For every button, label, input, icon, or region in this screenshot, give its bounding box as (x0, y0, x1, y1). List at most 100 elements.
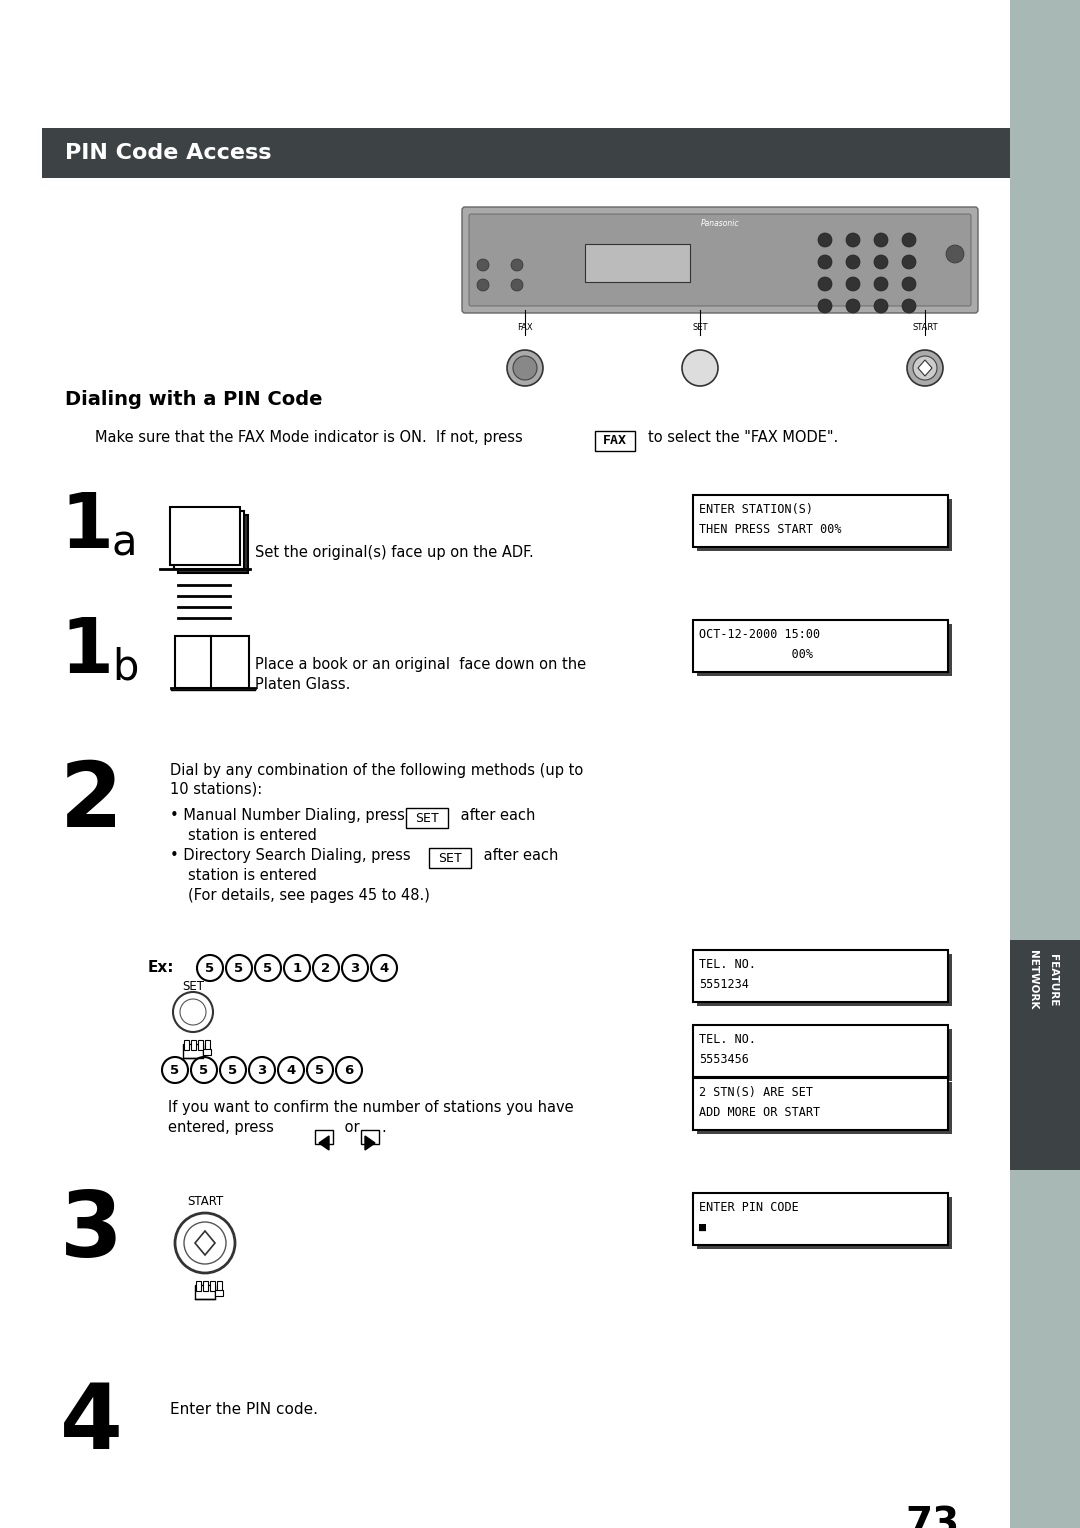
Text: If you want to confirm the number of stations you have: If you want to confirm the number of sta… (168, 1100, 573, 1115)
Text: 5: 5 (200, 1063, 208, 1077)
Circle shape (846, 299, 860, 313)
Text: to select the "FAX MODE".: to select the "FAX MODE". (648, 429, 838, 445)
Text: ■: ■ (699, 1221, 706, 1235)
Text: b: b (112, 646, 138, 689)
Bar (697, 953, 951, 1005)
Text: 5: 5 (315, 1063, 325, 1077)
Text: 5: 5 (205, 961, 215, 975)
Circle shape (902, 255, 916, 269)
Text: SET: SET (438, 851, 462, 865)
Circle shape (511, 280, 523, 290)
Text: START: START (187, 1195, 224, 1209)
Text: Make sure that the FAX Mode indicator is ON.  If not, press: Make sure that the FAX Mode indicator is… (95, 429, 523, 445)
Bar (693, 620, 948, 672)
Bar (1010, 940, 1080, 1170)
Polygon shape (195, 1232, 215, 1254)
Bar (203, 1280, 208, 1291)
FancyBboxPatch shape (406, 808, 448, 828)
Circle shape (220, 1057, 246, 1083)
Text: 5: 5 (234, 961, 244, 975)
Bar (693, 1025, 948, 1077)
Bar (697, 1028, 951, 1080)
Circle shape (372, 955, 397, 981)
FancyBboxPatch shape (429, 848, 471, 868)
Text: 2 STN(S) ARE SET: 2 STN(S) ARE SET (699, 1086, 813, 1099)
Text: 5: 5 (264, 961, 272, 975)
Circle shape (818, 232, 832, 248)
Text: 2: 2 (322, 961, 330, 975)
Text: Dialing with a PIN Code: Dialing with a PIN Code (65, 390, 323, 410)
Bar (183, 1044, 203, 1057)
Circle shape (818, 277, 832, 290)
Circle shape (184, 1222, 226, 1264)
Text: THEN PRESS START 00%: THEN PRESS START 00% (699, 523, 841, 536)
Bar (42, 128, 1010, 177)
Circle shape (507, 350, 543, 387)
Bar (697, 1082, 951, 1134)
Circle shape (180, 999, 206, 1025)
Text: NETWORK: NETWORK (1028, 950, 1038, 1010)
Bar (184, 1041, 189, 1050)
Circle shape (902, 277, 916, 290)
Bar (210, 1280, 215, 1291)
Text: 3: 3 (60, 1187, 123, 1276)
Bar (1010, 0, 1080, 1528)
Bar (203, 1050, 211, 1054)
Circle shape (336, 1057, 362, 1083)
Text: 4: 4 (286, 1063, 296, 1077)
Bar (697, 1196, 951, 1248)
FancyBboxPatch shape (462, 206, 978, 313)
Text: SET: SET (692, 322, 707, 332)
Circle shape (307, 1057, 333, 1083)
Circle shape (191, 1057, 217, 1083)
Text: • Manual Number Dialing, press: • Manual Number Dialing, press (170, 808, 409, 824)
Bar (585, 244, 690, 283)
Text: ADD MORE OR START: ADD MORE OR START (699, 1106, 820, 1118)
Bar (170, 507, 240, 565)
Text: 73: 73 (906, 1505, 960, 1528)
Text: .: . (381, 1120, 386, 1135)
Polygon shape (365, 1135, 375, 1151)
Text: a: a (112, 523, 137, 564)
Text: 10 stations):: 10 stations): (170, 782, 262, 798)
Circle shape (342, 955, 368, 981)
Text: station is entered: station is entered (188, 828, 316, 843)
Bar (195, 1285, 215, 1299)
Text: Dial by any combination of the following methods (up to: Dial by any combination of the following… (170, 762, 583, 778)
Circle shape (907, 350, 943, 387)
Circle shape (284, 955, 310, 981)
Bar (205, 1041, 210, 1050)
Text: FAX: FAX (517, 322, 532, 332)
Text: START: START (913, 322, 937, 332)
Text: after each: after each (456, 808, 536, 824)
Circle shape (846, 255, 860, 269)
Text: 5: 5 (171, 1063, 179, 1077)
Text: 1: 1 (60, 490, 113, 564)
Circle shape (173, 992, 213, 1031)
Text: 6: 6 (345, 1063, 353, 1077)
Circle shape (818, 255, 832, 269)
Text: SET: SET (415, 811, 438, 825)
FancyBboxPatch shape (595, 431, 635, 451)
Circle shape (278, 1057, 303, 1083)
Circle shape (162, 1057, 188, 1083)
Text: 2: 2 (60, 758, 123, 847)
Circle shape (874, 232, 888, 248)
Bar (315, 1131, 333, 1144)
Circle shape (946, 244, 964, 263)
Text: Ex:: Ex: (148, 960, 175, 975)
Circle shape (175, 1213, 235, 1273)
Text: ENTER PIN CODE: ENTER PIN CODE (699, 1201, 799, 1215)
Circle shape (681, 350, 718, 387)
Bar (191, 1041, 195, 1050)
Text: • Directory Search Dialing, press: • Directory Search Dialing, press (170, 848, 415, 863)
Text: 00%: 00% (699, 648, 813, 662)
Bar (195, 1280, 201, 1291)
Bar (361, 1131, 379, 1144)
Text: Panasonic: Panasonic (701, 220, 740, 229)
Text: SET: SET (183, 979, 204, 993)
Bar (693, 1193, 948, 1245)
Bar (198, 1041, 203, 1050)
Bar (174, 510, 244, 568)
Circle shape (513, 356, 537, 380)
